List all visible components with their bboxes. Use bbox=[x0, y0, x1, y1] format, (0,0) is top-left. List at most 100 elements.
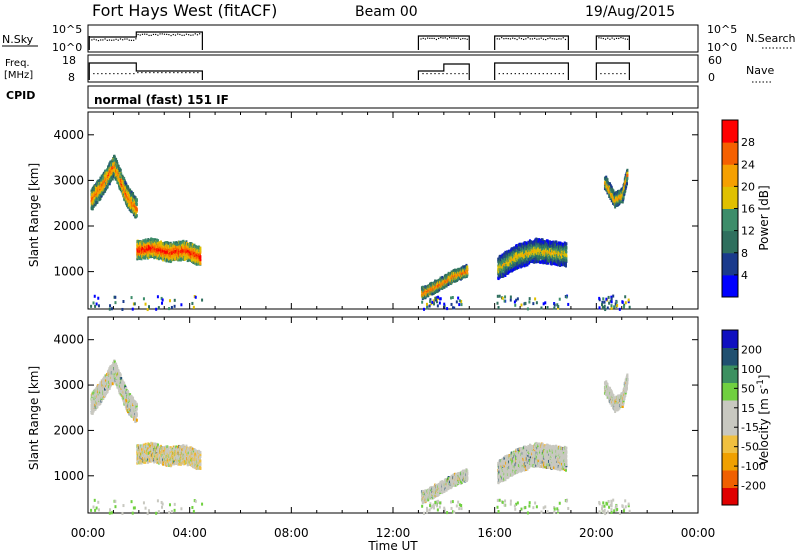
colorbar-tick-label: 20 bbox=[741, 180, 755, 193]
nsearch-dot bbox=[157, 35, 158, 36]
nsearch-dot bbox=[111, 40, 112, 41]
power-pixel bbox=[514, 300, 516, 303]
colorbar-swatch bbox=[722, 231, 738, 254]
nsearch-dot bbox=[508, 38, 509, 39]
nsearch-dot bbox=[93, 39, 94, 40]
nsearch-dot bbox=[453, 38, 454, 39]
nsearch-dot bbox=[603, 38, 604, 39]
power-pixel bbox=[162, 298, 164, 301]
power-pixel bbox=[556, 303, 558, 306]
nave-dot bbox=[161, 72, 162, 73]
colorbar-swatch bbox=[722, 142, 738, 165]
power-pixel bbox=[565, 242, 567, 245]
nave-dot bbox=[515, 73, 516, 74]
power-pixel bbox=[169, 299, 171, 302]
nsearch-dot bbox=[607, 38, 608, 39]
power-pixel bbox=[443, 303, 445, 306]
nsearch-dot bbox=[499, 38, 500, 39]
nave-dot bbox=[543, 73, 544, 74]
nsearch-dot bbox=[184, 35, 185, 36]
nsearch-tick-top: 10^5 bbox=[707, 23, 737, 36]
nsearch-dot bbox=[532, 38, 533, 39]
nave-dot bbox=[519, 73, 520, 74]
power-pixel bbox=[607, 306, 609, 309]
nave-dot bbox=[616, 73, 617, 74]
power-pixel bbox=[191, 302, 193, 305]
colorbar-tick-label: 16 bbox=[741, 203, 755, 216]
nave-dot bbox=[97, 73, 98, 74]
power-pixel bbox=[199, 247, 201, 250]
nave-dot bbox=[527, 73, 528, 74]
velocity-pixel bbox=[120, 374, 122, 377]
power-pixel bbox=[450, 296, 452, 299]
power-pixel bbox=[624, 295, 626, 298]
power-pixel bbox=[434, 297, 436, 300]
nave-dot bbox=[185, 72, 186, 73]
nsearch-dot bbox=[438, 38, 439, 39]
nave-dot bbox=[117, 73, 118, 74]
nsearch-dot bbox=[146, 34, 147, 35]
power-pixel bbox=[114, 296, 116, 299]
nsearch-dot bbox=[558, 38, 559, 39]
power-pixel bbox=[613, 305, 615, 308]
nave-dot bbox=[193, 72, 194, 73]
nsearch-dot bbox=[503, 38, 504, 39]
nave-dot bbox=[507, 73, 508, 74]
nave-dot bbox=[438, 73, 439, 74]
nave-dot bbox=[93, 73, 94, 74]
power-pixel bbox=[114, 301, 116, 304]
colorbar-tick-label: 12 bbox=[741, 225, 755, 238]
nsearch-dot bbox=[197, 34, 198, 35]
nave-dot bbox=[149, 72, 150, 73]
nsearch-dot bbox=[552, 38, 553, 39]
power-pixel bbox=[553, 307, 555, 310]
power-pixel bbox=[604, 305, 606, 308]
power-pixel bbox=[532, 302, 534, 305]
nsearch-dot bbox=[451, 38, 452, 39]
freq-label-1: Freq. bbox=[5, 58, 30, 69]
nave-dot bbox=[604, 73, 605, 74]
nsearch-dot bbox=[614, 39, 615, 40]
nave-label: Nave bbox=[746, 64, 774, 77]
power-pixel bbox=[459, 299, 461, 302]
nsky-tick-top: 10^5 bbox=[52, 23, 82, 36]
nsearch-dot bbox=[135, 38, 136, 39]
nsky-tick-bottom: 10^0 bbox=[52, 41, 82, 54]
nsky-trace-line bbox=[418, 36, 469, 50]
nsearch-dot bbox=[175, 35, 176, 36]
nave-dot bbox=[181, 72, 182, 73]
nsearch-dot bbox=[170, 35, 171, 36]
power-pixel bbox=[446, 307, 448, 310]
nsearch-dot bbox=[166, 34, 167, 35]
nave-dot bbox=[442, 73, 443, 74]
nave-dot bbox=[547, 73, 548, 74]
nsearch-dot bbox=[427, 38, 428, 39]
power-pixel bbox=[624, 189, 626, 192]
power-pixel bbox=[199, 262, 201, 265]
power-pixel bbox=[628, 299, 630, 302]
nsearch-dot bbox=[188, 34, 189, 35]
nave-dot bbox=[503, 73, 504, 74]
power-pixel bbox=[599, 306, 601, 309]
nave-dot bbox=[612, 73, 613, 74]
power-pixel bbox=[626, 182, 628, 185]
power-pixel bbox=[94, 305, 96, 308]
nave-dot bbox=[539, 73, 540, 74]
power-pixel bbox=[456, 300, 458, 303]
power-pixel bbox=[528, 300, 530, 303]
nsearch-dot bbox=[516, 39, 517, 40]
nsearch-dot bbox=[137, 34, 138, 35]
nsearch-dot bbox=[177, 33, 178, 34]
nave-dot bbox=[559, 73, 560, 74]
nsearch-tick-bottom: 10^0 bbox=[707, 41, 737, 54]
power-pixel bbox=[111, 307, 113, 310]
power-pixel bbox=[604, 301, 606, 304]
power-pixel bbox=[626, 174, 628, 177]
nsearch-dot bbox=[113, 39, 114, 40]
nsearch-dot bbox=[129, 40, 130, 41]
power-pixel bbox=[616, 301, 618, 304]
nave-dot bbox=[133, 73, 134, 74]
nsearch-dot bbox=[447, 38, 448, 39]
power-pixel bbox=[451, 303, 453, 306]
power-pixel bbox=[457, 297, 459, 300]
